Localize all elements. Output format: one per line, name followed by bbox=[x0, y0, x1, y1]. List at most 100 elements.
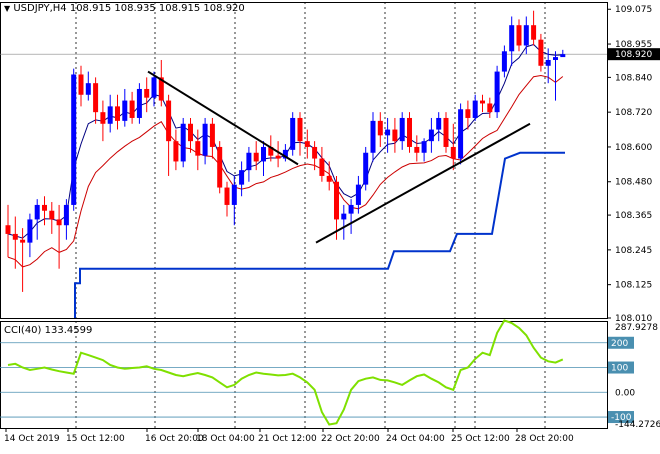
candle-body bbox=[231, 184, 237, 205]
candle-body bbox=[180, 123, 186, 162]
price-label: 108.955 bbox=[615, 40, 652, 50]
candle-body bbox=[341, 213, 347, 220]
time-label: 18 Oct 04:00 bbox=[196, 434, 255, 444]
slow-moving-average-line bbox=[7, 74, 564, 268]
cci-scale-label: -100 bbox=[611, 413, 632, 423]
time-label: 28 Oct 20:00 bbox=[515, 434, 574, 444]
candle-body bbox=[246, 152, 252, 171]
candle-body bbox=[355, 184, 361, 205]
candle-body bbox=[20, 239, 26, 243]
symbol-timeframe: USDJPY,H4 bbox=[13, 3, 67, 14]
cci-scale-label: 287.9278 bbox=[615, 323, 658, 333]
candle-body bbox=[217, 146, 223, 188]
cci-scale-label: 100 bbox=[611, 364, 628, 374]
candle-body bbox=[56, 219, 62, 226]
candle-body bbox=[12, 233, 18, 240]
candle-body bbox=[27, 219, 33, 243]
ohlc-values: 108.915 108.935 108.915 108.920 bbox=[69, 3, 245, 14]
candle-body bbox=[297, 117, 303, 142]
candle-body bbox=[93, 83, 99, 113]
candle-body bbox=[202, 123, 208, 156]
candle-body bbox=[472, 100, 478, 118]
candle-body bbox=[34, 204, 40, 220]
candle-body bbox=[5, 225, 11, 234]
candle-body bbox=[275, 155, 281, 159]
time-label: 14 Oct 2019 bbox=[4, 434, 60, 444]
support-step-line bbox=[74, 151, 565, 318]
time-label: 25 Oct 12:00 bbox=[451, 434, 510, 444]
candle-body bbox=[71, 74, 77, 205]
candle-body bbox=[450, 146, 456, 159]
candle-body bbox=[85, 83, 91, 95]
time-label: 16 Oct 20:00 bbox=[145, 434, 204, 444]
candle-body bbox=[538, 39, 544, 66]
candle-body bbox=[151, 77, 157, 98]
indicator-frame bbox=[0, 321, 608, 429]
cci-line bbox=[7, 319, 564, 426]
candle-body bbox=[78, 74, 84, 95]
price-label: 108.840 bbox=[615, 73, 652, 83]
candle-body bbox=[63, 204, 69, 226]
indicator-title: CCI(40) 133.4599 bbox=[4, 325, 93, 336]
chart-header: ▼ USDJPY,H4 108.915 108.935 108.915 108.… bbox=[4, 3, 245, 14]
candle-body bbox=[319, 158, 325, 176]
price-label: 108.245 bbox=[615, 246, 652, 256]
candle-body bbox=[188, 123, 193, 142]
price-label: 108.010 bbox=[615, 314, 652, 324]
candle-body bbox=[523, 25, 529, 46]
candle-body bbox=[100, 112, 106, 124]
candle-body bbox=[363, 152, 369, 185]
candle-body bbox=[136, 88, 142, 118]
candle-body bbox=[458, 109, 464, 159]
current-price-label: 108.920 bbox=[615, 50, 652, 60]
cci-level-box bbox=[608, 336, 634, 349]
candle-body bbox=[42, 204, 47, 211]
main-chart-frame bbox=[0, 2, 608, 319]
cci-level-box bbox=[608, 411, 634, 424]
candle-body bbox=[268, 146, 274, 156]
candle-body bbox=[428, 129, 434, 142]
candle-body bbox=[516, 25, 522, 46]
time-label: 24 Oct 04:00 bbox=[386, 434, 445, 444]
candle-body bbox=[129, 100, 135, 118]
candle-body bbox=[494, 71, 500, 113]
candle-body bbox=[253, 152, 259, 162]
candle-body bbox=[107, 106, 113, 124]
candle-body bbox=[334, 181, 339, 220]
time-label: 22 Oct 20:00 bbox=[321, 434, 380, 444]
candle-body bbox=[560, 54, 566, 58]
candle-body bbox=[195, 141, 201, 156]
candle-body bbox=[385, 129, 391, 136]
cci-scale-label: 200 bbox=[611, 339, 628, 349]
price-label: 108.720 bbox=[615, 108, 652, 118]
price-label: 108.600 bbox=[615, 143, 652, 153]
candle-body bbox=[261, 146, 266, 162]
price-label: 109.075 bbox=[615, 5, 652, 15]
candle-body bbox=[326, 175, 332, 182]
collapse-triangle-icon[interactable]: ▼ bbox=[4, 4, 11, 13]
candle-body bbox=[224, 187, 230, 205]
candle-body bbox=[348, 204, 354, 214]
candle-body bbox=[414, 146, 420, 153]
cci-level-box bbox=[608, 361, 634, 374]
candle-body bbox=[282, 149, 288, 159]
candle-body bbox=[545, 59, 551, 66]
time-label: 15 Oct 12:00 bbox=[66, 434, 125, 444]
candle-body bbox=[421, 141, 427, 153]
price-label: 108.480 bbox=[615, 178, 652, 188]
candle-body bbox=[166, 100, 172, 142]
candle-body bbox=[158, 77, 164, 101]
candle-body bbox=[531, 25, 537, 40]
candle-body bbox=[49, 210, 55, 220]
candle-body bbox=[312, 146, 318, 159]
cci-scale-label: 0.00 bbox=[615, 388, 635, 398]
candle-body bbox=[304, 141, 310, 147]
candle-body bbox=[290, 117, 296, 150]
candle-body bbox=[487, 103, 493, 113]
candle-body bbox=[144, 88, 150, 98]
candle-body bbox=[501, 51, 507, 72]
candle-body bbox=[443, 117, 449, 147]
price-label: 108.125 bbox=[615, 281, 652, 291]
